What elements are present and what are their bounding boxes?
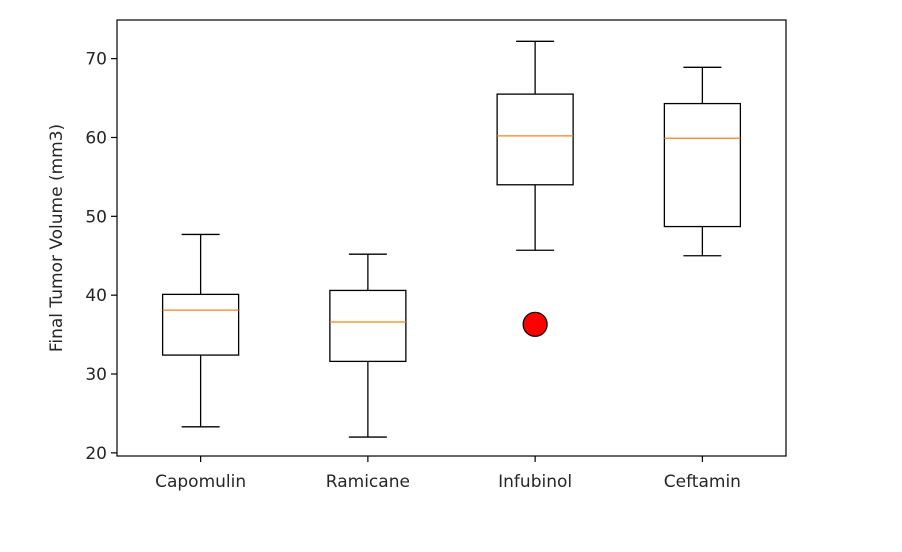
- outlier-point: [522, 311, 548, 337]
- plot-frame: [116, 19, 787, 457]
- box-ceftamin: [663, 102, 742, 228]
- y-axis-label: Final Tumor Volume (mm3): [47, 124, 67, 352]
- y-tick-label: 60: [85, 128, 107, 148]
- y-tick-label: 50: [85, 207, 107, 227]
- y-tick-label: 70: [85, 50, 107, 70]
- x-tick-label: Infubinol: [498, 472, 572, 492]
- box-capomulin: [161, 293, 240, 356]
- x-tick-label: Ceftamin: [664, 472, 741, 492]
- box-ramicane: [329, 289, 407, 363]
- y-tick-label: 20: [85, 444, 107, 464]
- y-tick-label: 30: [85, 365, 107, 385]
- box-infubinol: [496, 93, 574, 186]
- y-tick-label: 40: [85, 286, 107, 306]
- x-tick-label: Capomulin: [155, 472, 246, 492]
- x-tick-label: Ramicane: [326, 472, 410, 492]
